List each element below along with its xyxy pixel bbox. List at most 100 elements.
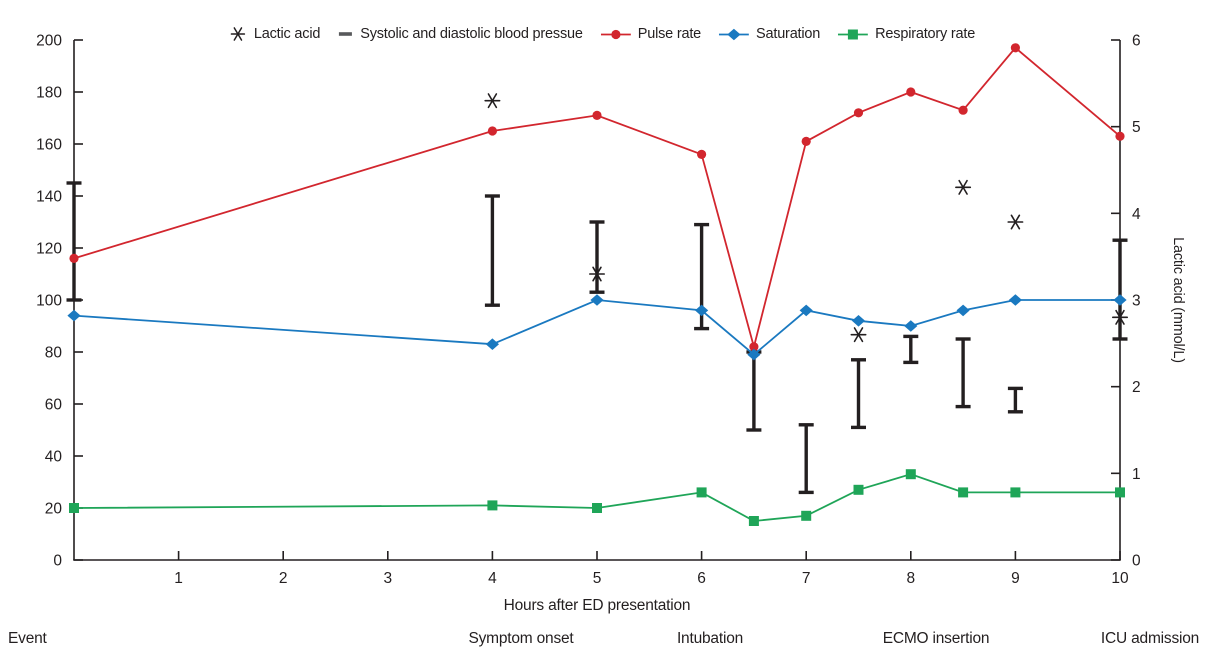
legend-marker	[727, 28, 741, 40]
lactic-acid-point	[484, 93, 501, 109]
legend-item-lactic-acid: Lactic acid	[229, 26, 320, 42]
event-intubation: Intubation	[676, 630, 744, 647]
pulse_rate-marker	[69, 253, 79, 263]
pulse_rate-marker	[1010, 43, 1021, 53]
chart-legend: Lactic acid Systolic and diastolic blood…	[229, 26, 975, 42]
lactic-acid-asterisks	[484, 93, 1128, 343]
legend-item-pulse-rate: Pulse rate	[600, 26, 702, 42]
respiratory_rate-line	[73, 473, 1120, 522]
asterisk-stroke	[592, 266, 602, 282]
right-tick-label: 6	[1132, 33, 1141, 50]
legend-asterisk	[230, 27, 246, 41]
x-tick-label: 1	[174, 570, 183, 587]
legend-marker-glyph	[838, 29, 869, 39]
saturation-marker	[799, 304, 813, 317]
respiratory_rate-marker	[853, 484, 864, 495]
saturation-marker	[747, 348, 761, 361]
left-tick-label: 160	[36, 137, 62, 154]
right-tick-label: 4	[1132, 206, 1141, 223]
event-row-label: Event	[8, 630, 47, 647]
legend-dash	[339, 32, 353, 36]
pulse_rate-marker	[749, 342, 759, 352]
respiratory_rate-marker	[696, 487, 707, 498]
respiratory_rate-marker	[748, 516, 759, 526]
legend-marker	[611, 29, 621, 39]
event-symptom-onset: Symptom onset	[468, 630, 574, 647]
asterisk-stroke	[1010, 214, 1021, 230]
legend-label: Saturation	[756, 26, 821, 42]
respiratory_rate-marker	[958, 487, 969, 498]
saturation-marker	[695, 304, 709, 317]
x-tick-label: 5	[593, 570, 602, 587]
pulse_rate-marker	[487, 126, 497, 136]
series-pulse-rate	[69, 43, 1125, 352]
x-tick-label: 8	[906, 570, 915, 587]
saturation-marker	[1008, 294, 1022, 306]
right-tick-label: 0	[1132, 553, 1141, 570]
saturation-marker	[67, 309, 81, 322]
legend-marker-glyph	[719, 28, 750, 40]
pulse_rate-marker	[958, 105, 968, 115]
respiratory_rate-marker	[1115, 487, 1125, 498]
x-tick-label: 9	[1011, 570, 1020, 587]
pulse-rate-marker-icon	[600, 28, 631, 41]
asterisk-stroke	[233, 27, 243, 41]
x-tick-label: 4	[488, 570, 497, 587]
bp-error-bars	[66, 181, 1128, 495]
asterisk-stroke	[487, 93, 498, 109]
right-tick-label: 1	[1132, 466, 1141, 483]
lactic-acid-point	[955, 179, 972, 195]
x-tick-label: 6	[697, 570, 706, 587]
lactic-acid-point	[1007, 214, 1024, 230]
blood-pressure-dash-icon	[338, 29, 353, 39]
pulse_rate-marker	[906, 87, 916, 97]
respiratory-rate-marker-icon	[838, 28, 869, 41]
saturation-marker-icon	[719, 28, 750, 41]
lactic-acid-point	[850, 327, 867, 343]
event-icu-admission: ICU admission	[1100, 630, 1200, 647]
asterisk-stroke	[853, 327, 864, 343]
left-tick-label: 60	[45, 397, 63, 414]
legend-marker	[848, 29, 859, 39]
legend-label: Lactic acid	[253, 26, 321, 42]
left-tick-label: 180	[36, 85, 62, 102]
legend-marker-glyph	[600, 29, 631, 39]
legend-item-blood-pressure: Systolic and diastolic blood pressue	[338, 26, 583, 42]
legend-item-saturation: Saturation	[719, 26, 820, 42]
legend-label: Pulse rate	[637, 26, 702, 42]
pulse_rate-marker	[801, 136, 811, 146]
tick-labels: 0 20 40 60 80 100 120 140 160 180 200 0 1 2 3 4 5 6 1 2 3 4 5 6…	[36, 33, 1141, 588]
event-ecmo-insertion: ECMO insertion	[882, 630, 990, 647]
left-tick-label: 20	[45, 501, 63, 518]
asterisk-stroke	[958, 179, 968, 195]
lactic-acid-point	[1112, 309, 1128, 325]
x-tick-label: 10	[1111, 570, 1129, 587]
series-saturation	[67, 294, 1127, 361]
saturation-marker	[851, 315, 866, 327]
pulse_rate-marker	[697, 149, 707, 159]
lactic-acid-point	[588, 266, 606, 282]
respiratory_rate-marker	[801, 510, 812, 521]
saturation-marker	[1113, 294, 1127, 306]
left-tick-label: 100	[36, 293, 62, 310]
asterisk-stroke	[1115, 309, 1125, 325]
left-tick-label: 140	[36, 189, 62, 206]
left-tick-label: 80	[45, 345, 63, 362]
left-tick-label: 40	[45, 449, 63, 466]
pulse_rate-marker	[853, 108, 864, 118]
pulse_rate-marker	[592, 110, 602, 120]
pulse_rate-marker	[1115, 131, 1125, 141]
right-tick-label: 5	[1132, 119, 1141, 136]
legend-label: Respiratory rate	[875, 26, 976, 42]
legend-marker-glyph	[230, 27, 246, 41]
respiratory_rate-marker	[1010, 487, 1021, 498]
saturation-marker	[590, 294, 604, 306]
saturation-marker	[485, 338, 499, 350]
saturation-marker	[956, 304, 970, 317]
saturation-marker	[904, 320, 918, 332]
series-respiratory-rate	[69, 469, 1125, 526]
lactic-acid-asterisk-icon	[229, 26, 247, 42]
x-tick-label: 2	[279, 570, 288, 587]
